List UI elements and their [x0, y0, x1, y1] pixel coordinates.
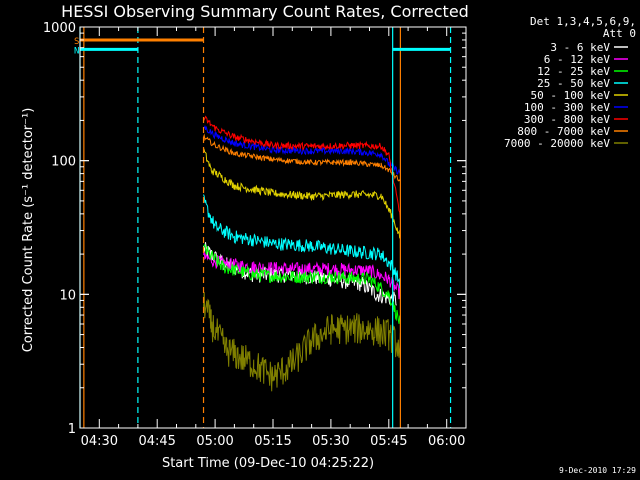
x-tick-label: 05:45: [370, 434, 407, 449]
legend-header: Det 1,3,4,5,6,9,: [530, 15, 636, 28]
x-tick-label: 05:30: [312, 434, 349, 449]
chart-title: HESSI Observing Summary Count Rates, Cor…: [61, 2, 469, 21]
x-tick-label: 05:00: [196, 434, 233, 449]
x-axis-label: Start Time (09-Dec-10 04:25:22): [162, 456, 374, 471]
x-tick-label: 04:45: [138, 434, 175, 449]
y-tick-label: 1: [68, 422, 76, 437]
legend-label: 25 - 50 keV: [537, 77, 610, 90]
x-tick-label: 05:15: [254, 434, 291, 449]
y-axis-label: Corrected Count Rate (s⁻¹ detector⁻¹): [21, 108, 36, 353]
plot-area: SN 1 10 100 1000 04:30 04:45 05:00 05:15 05:30 05:…: [43, 21, 467, 449]
legend-label: 6 - 12 keV: [544, 53, 611, 66]
series-line-5: [203, 124, 401, 175]
series-line-6: [203, 115, 401, 220]
legend-label: 12 - 25 keV: [537, 65, 610, 78]
legend-label: 7000 - 20000 keV: [504, 137, 610, 150]
legend-label: 800 - 7000 keV: [517, 125, 610, 138]
date-stamp: 9-Dec-2010 17:29: [559, 466, 636, 475]
series-line-4: [203, 148, 401, 239]
x-tick-label: 06:00: [428, 434, 465, 449]
y-tick-label: 10: [59, 288, 76, 303]
y-tick-label: 1000: [43, 21, 76, 36]
series-line-8: [203, 292, 401, 392]
series-line-1: [203, 251, 401, 300]
series-line-2: [203, 243, 401, 324]
legend-label: 50 - 100 keV: [531, 89, 611, 102]
series-line-7: [203, 133, 401, 182]
flag-label-1: N: [74, 46, 79, 56]
x-tick-label: 04:30: [81, 434, 118, 449]
legend-label: 3 - 6 keV: [550, 41, 610, 54]
legend-label: 100 - 300 keV: [524, 101, 610, 114]
y-tick-label: 100: [51, 155, 76, 170]
legend-label: 300 - 800 keV: [524, 113, 610, 126]
series-line-3: [203, 194, 401, 289]
flag-label-0: S: [74, 37, 79, 47]
legend-header: Att 0: [603, 27, 636, 40]
